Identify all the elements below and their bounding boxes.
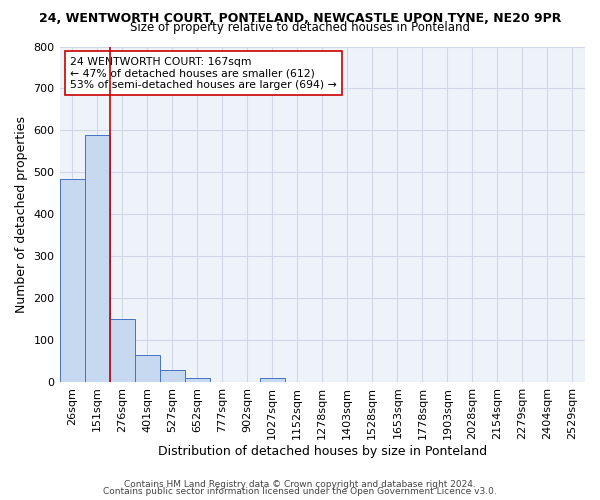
Bar	[110, 319, 134, 382]
Y-axis label: Number of detached properties: Number of detached properties	[15, 116, 28, 312]
X-axis label: Distribution of detached houses by size in Ponteland: Distribution of detached houses by size …	[158, 444, 487, 458]
Bar	[59, 178, 85, 382]
Bar	[260, 378, 285, 382]
Bar	[85, 134, 110, 382]
Text: Contains public sector information licensed under the Open Government Licence v3: Contains public sector information licen…	[103, 487, 497, 496]
Text: Size of property relative to detached houses in Ponteland: Size of property relative to detached ho…	[130, 22, 470, 35]
Text: Contains HM Land Registry data © Crown copyright and database right 2024.: Contains HM Land Registry data © Crown c…	[124, 480, 476, 489]
Bar	[185, 378, 209, 382]
Bar	[160, 370, 185, 382]
Text: 24, WENTWORTH COURT, PONTELAND, NEWCASTLE UPON TYNE, NE20 9PR: 24, WENTWORTH COURT, PONTELAND, NEWCASTL…	[39, 12, 561, 24]
Bar	[134, 356, 160, 382]
Text: 24 WENTWORTH COURT: 167sqm
← 47% of detached houses are smaller (612)
53% of sem: 24 WENTWORTH COURT: 167sqm ← 47% of deta…	[70, 56, 337, 90]
